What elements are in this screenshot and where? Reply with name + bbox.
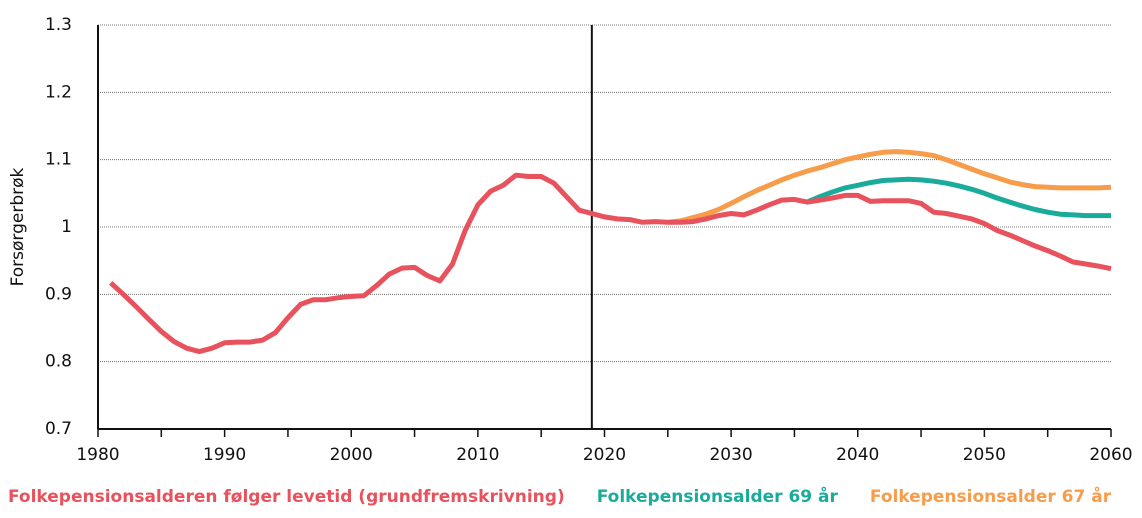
y-tick-label: 1.3: [45, 15, 72, 35]
x-tick-label: 2040: [836, 445, 879, 465]
y-tick-label: 0.8: [45, 352, 72, 372]
y-tick-label: 1.2: [45, 82, 72, 102]
y-tick-label: 1: [61, 217, 72, 237]
series-line: [109, 172, 1112, 355]
x-tick-label: 1990: [203, 445, 246, 465]
x-tick-label: 2060: [1089, 445, 1132, 465]
x-tick-label: 1980: [76, 445, 119, 465]
x-tick-label: 2000: [330, 445, 373, 465]
y-tick-label: 1.1: [45, 150, 72, 170]
x-tick-label: 2020: [583, 445, 626, 465]
series-line: [667, 149, 1112, 225]
series-line: [806, 176, 1111, 219]
x-tick-label: 2010: [456, 445, 499, 465]
y-tick-label: 0.7: [45, 419, 72, 439]
legend-entry: Folkepensionsalder 67 år: [870, 485, 1112, 507]
legend-entry: Folkepensionsalder 69 år: [597, 485, 839, 507]
y-tick-label: 0.9: [45, 284, 72, 304]
x-tick-label: 2030: [709, 445, 752, 465]
legend-entry: Folkepensionsalderen følger levetid (gru…: [8, 487, 565, 507]
x-tick-label: 2050: [963, 445, 1006, 465]
y-axis-label: Forsørgerbrøk: [8, 167, 28, 286]
legend: Folkepensionsalderen følger levetid (gru…: [8, 485, 1112, 507]
